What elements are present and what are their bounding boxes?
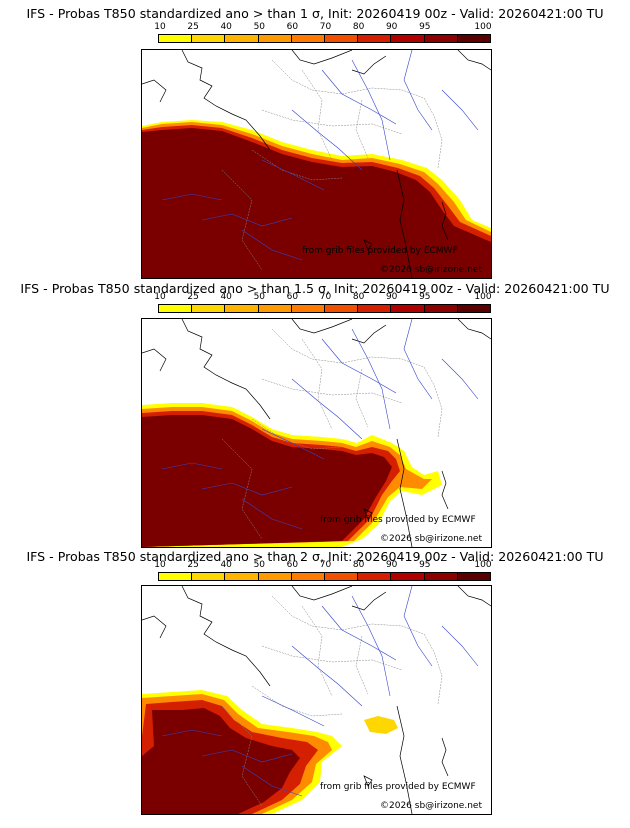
colorbar-segment (192, 35, 226, 42)
colorbar-tick-label: 10 (154, 292, 166, 302)
colorbar-tick-label: 50 (253, 560, 266, 570)
colorbar-segment (424, 35, 458, 42)
colorbar-segment (325, 305, 359, 312)
copyright-text: ©2026 sb@irizone.net (380, 801, 482, 811)
colorbar-segment (291, 305, 326, 312)
colorbar-tick-label: 80 (352, 22, 365, 32)
colorbar-tick-label: 25 (187, 560, 199, 570)
colorbar-tick-label: 95 (419, 560, 431, 570)
colorbar-tick-label: 80 (352, 292, 365, 302)
country-borders (221, 328, 443, 540)
colorbar-segment (192, 305, 226, 312)
colorbar-tick-label: 60 (286, 560, 299, 570)
country-borders (221, 59, 443, 271)
colorbar-tick-label: 100 (474, 22, 492, 32)
colorbar-ticks: 10 25 40 50 60 70 80 90 95 100 (154, 22, 492, 34)
colorbar-segment (159, 573, 193, 580)
colorbar-segment (391, 305, 425, 312)
credit-text: from grib files provided by ECMWF (320, 515, 476, 525)
colorbar-ticks: 10 25 40 50 60 70 80 90 95 100 (154, 292, 492, 304)
colorbar-tick-label: 40 (220, 22, 232, 32)
colorbar (158, 304, 491, 313)
colorbar-tick-label: 40 (220, 560, 232, 570)
panel-1: IFS - Probas T850 standardized ano > tha… (0, 0, 630, 280)
colorbar-segment (192, 573, 226, 580)
colorbar-segment (391, 35, 425, 42)
colorbar-tick-label: 100 (474, 292, 492, 302)
coastline (142, 586, 491, 814)
colorbar-tick-label: 50 (253, 292, 266, 302)
credit-text: from grib files provided by ECMWF (302, 246, 458, 256)
probability-map: from grib files provided by ECMWF ©2026 … (141, 585, 492, 815)
credit-text: from grib files provided by ECMWF (320, 782, 476, 792)
map-canvas (142, 586, 491, 814)
colorbar-segment (358, 573, 392, 580)
colorbar-tick-label: 10 (154, 560, 166, 570)
colorbar-segment (291, 573, 326, 580)
copyright-text: ©2026 sb@irizone.net (380, 265, 482, 275)
colorbar-segment (258, 35, 292, 42)
colorbar-tick-label: 25 (187, 22, 199, 32)
colorbar (158, 572, 491, 581)
colorbar-tick-label: 100 (474, 560, 492, 570)
rivers (161, 319, 479, 530)
colorbar-tick-label: 10 (154, 22, 166, 32)
prob-field-darkred (142, 415, 392, 547)
colorbar-tick-label: 70 (319, 22, 332, 32)
probability-map: from grib files provided by ECMWF ©2026 … (141, 318, 492, 548)
colorbar-tick-label: 60 (286, 292, 299, 302)
colorbar-segment (258, 573, 292, 580)
coastline (142, 50, 491, 278)
colorbar-segment (325, 573, 359, 580)
colorbar-segment (225, 35, 259, 42)
panel-3: IFS - Probas T850 standardized ano > tha… (0, 546, 630, 828)
rivers (161, 586, 479, 797)
probability-map: from grib files provided by ECMWF ©2026 … (141, 49, 492, 279)
panel-title: IFS - Probas T850 standardized ano > tha… (26, 6, 604, 21)
coastline (142, 319, 491, 547)
colorbar-tick-label: 90 (385, 292, 398, 302)
colorbar-tick-label: 60 (286, 22, 299, 32)
colorbar-tick-label: 90 (385, 560, 398, 570)
colorbar-segment (457, 573, 491, 580)
prob-field-darkred (142, 708, 300, 814)
map-canvas (142, 50, 491, 278)
colorbar-ticks: 10 25 40 50 60 70 80 90 95 100 (154, 560, 492, 572)
prob-field-darkred (142, 128, 491, 278)
panel-title: IFS - Probas T850 standardized ano > tha… (20, 281, 610, 296)
colorbar-tick-label: 50 (253, 22, 266, 32)
colorbar-tick-label: 95 (419, 22, 431, 32)
colorbar-segment (358, 305, 392, 312)
rivers (161, 50, 479, 261)
colorbar-segment (457, 35, 491, 42)
colorbar-tick-label: 95 (419, 292, 431, 302)
colorbar-segment (424, 573, 458, 580)
country-borders (221, 595, 443, 807)
colorbar-segment (159, 305, 193, 312)
colorbar-segment (391, 573, 425, 580)
copyright-text: ©2026 sb@irizone.net (380, 534, 482, 544)
colorbar-segment (291, 35, 326, 42)
colorbar-segment (424, 305, 458, 312)
colorbar-tick-label: 25 (187, 292, 199, 302)
colorbar-segment (358, 35, 392, 42)
panel-2: IFS - Probas T850 standardized ano > tha… (0, 278, 630, 548)
colorbar-tick-label: 90 (385, 22, 398, 32)
colorbar-segment (225, 305, 259, 312)
colorbar-segment (258, 305, 292, 312)
map-canvas (142, 319, 491, 547)
prob-field-yellow-island (364, 716, 398, 734)
colorbar-segment (457, 305, 491, 312)
colorbar-tick-label: 70 (319, 560, 332, 570)
colorbar-tick-label: 40 (220, 292, 232, 302)
colorbar-tick-label: 80 (352, 560, 365, 570)
colorbar-segment (225, 573, 259, 580)
colorbar-segment (159, 35, 193, 42)
colorbar-tick-label: 70 (319, 292, 332, 302)
panel-title: IFS - Probas T850 standardized ano > tha… (26, 549, 604, 564)
colorbar-segment (325, 35, 359, 42)
colorbar (158, 34, 491, 43)
